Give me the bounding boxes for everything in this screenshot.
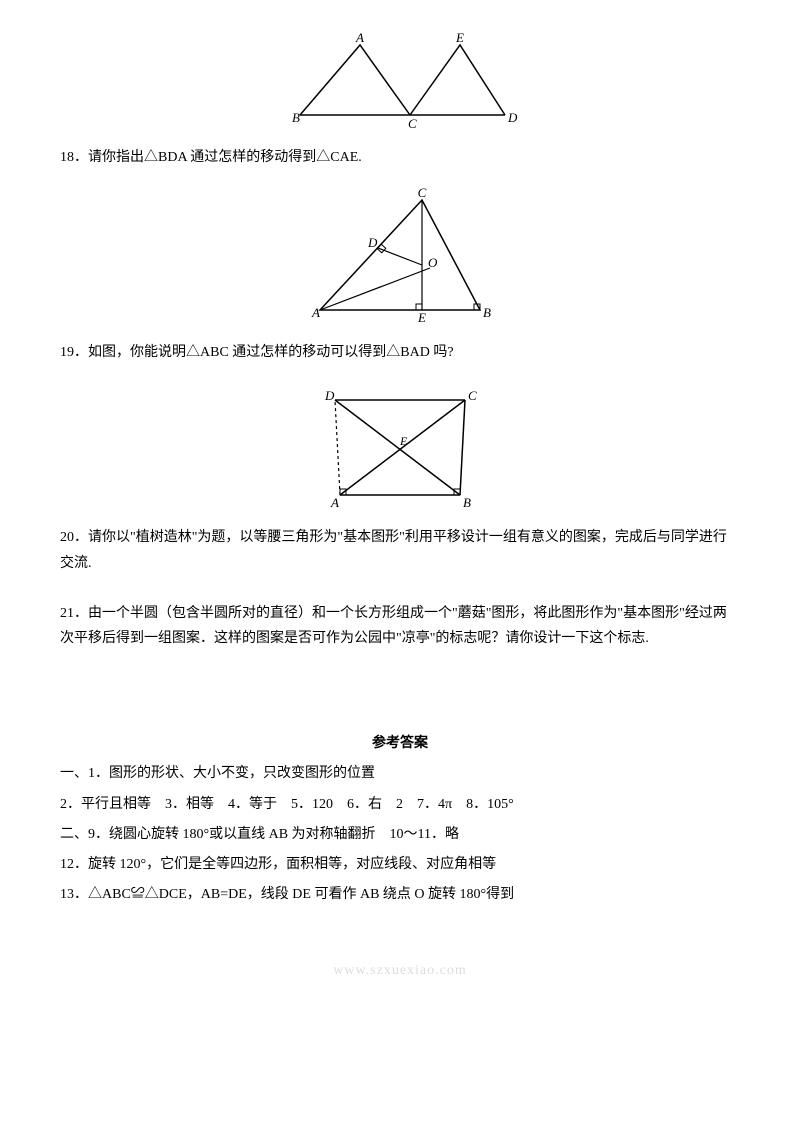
answer-line-1: 一、1．图形的形状、大小不变，只改变图形的位置 [60, 761, 740, 786]
line-ad [335, 400, 340, 495]
question-19: 19．如图，你能说明△ABC 通过怎样的移动可以得到△BAD 吗? [60, 340, 740, 365]
figure-2-container: C A B D E O [60, 185, 740, 325]
triangle-main [320, 200, 480, 310]
answer-line-2: 2．平行且相等 3．相等 4．等于 5．120 6．右 2 7．4π 8．105… [60, 792, 740, 817]
line-do [378, 248, 422, 265]
line-bc [460, 400, 465, 495]
label-e: E [455, 30, 464, 45]
triangle-ced [410, 45, 505, 115]
figure-3-svg: A B C D E [295, 380, 505, 510]
line-bd [335, 400, 460, 495]
answers-title: 参考答案 [60, 731, 740, 756]
label-c2: C [418, 185, 427, 200]
watermark-text: www.szxuexiao.com [333, 958, 467, 983]
label-d3: D [324, 388, 335, 403]
label-d: D [507, 110, 518, 125]
figure-1-svg: A B C D E [280, 30, 520, 130]
answer-line-3: 二、9．绕圆心旋转 180°或以直线 AB 为对称轴翻折 10～11．略 [60, 822, 740, 847]
answer-line-4: 12．旋转 120°，它们是全等四边形，面积相等，对应线段、对应角相等 [60, 852, 740, 877]
label-o2: O [428, 255, 438, 270]
label-d2: D [367, 235, 378, 250]
label-c: C [408, 116, 417, 130]
figure-3-container: A B C D E [60, 380, 740, 510]
line-ao [320, 268, 430, 310]
figure-2-svg: C A B D E O [300, 185, 500, 325]
question-20: 20．请你以"植树造林"为题，以等腰三角形为"基本图形"利用平移设计一组有意义的… [60, 525, 740, 575]
label-c3: C [468, 388, 477, 403]
label-b: B [292, 110, 300, 125]
label-a: A [355, 30, 364, 45]
triangle-abc [300, 45, 410, 115]
question-18: 18．请你指出△BDA 通过怎样的移动得到△CAE. [60, 145, 740, 170]
label-b3: B [463, 495, 471, 510]
label-a2: A [311, 305, 320, 320]
label-a3: A [330, 495, 339, 510]
label-b2: B [483, 305, 491, 320]
question-21: 21．由一个半圆（包含半圆所对的直径）和一个长方形组成一个"蘑菇"图形，将此图形… [60, 601, 740, 651]
label-e3: E [399, 434, 408, 448]
figure-1-container: A B C D E [60, 30, 740, 130]
label-e2: E [417, 310, 426, 325]
answer-line-5: 13．△ABC≌△DCE，AB=DE，线段 DE 可看作 AB 绕点 O 旋转 … [60, 882, 740, 907]
